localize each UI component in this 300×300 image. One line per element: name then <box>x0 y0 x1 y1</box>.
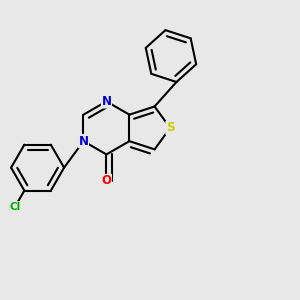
Text: S: S <box>166 122 174 134</box>
Text: Cl: Cl <box>9 202 21 212</box>
Text: O: O <box>101 174 111 188</box>
Text: N: N <box>101 95 111 108</box>
Text: N: N <box>79 135 88 148</box>
